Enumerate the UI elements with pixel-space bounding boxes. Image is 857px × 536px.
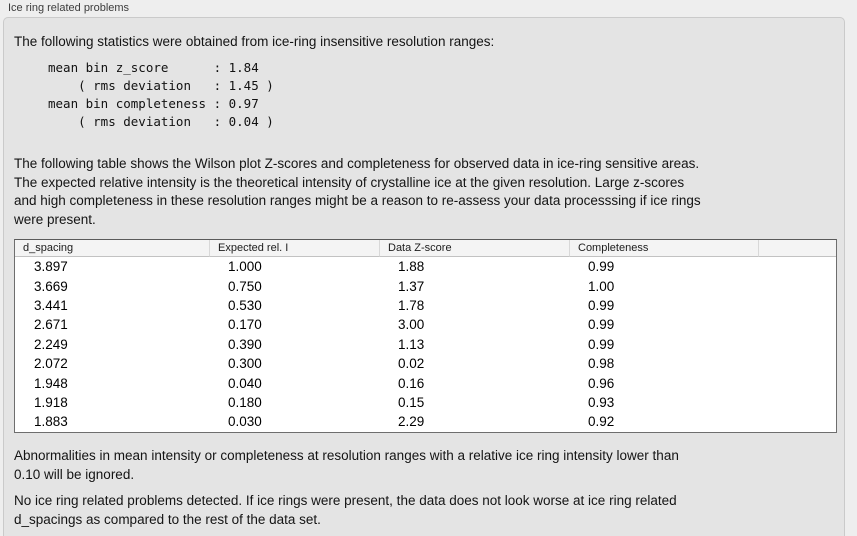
- table-cell: 0.99: [588, 317, 615, 333]
- table-cell: [758, 373, 836, 392]
- table-cell: 1.37: [398, 278, 425, 294]
- table-cell: 0.750: [228, 278, 262, 294]
- table-cell: 0.02: [398, 356, 425, 372]
- table-cell: 1.883: [34, 414, 68, 430]
- table-cell: [758, 335, 836, 354]
- table-cell: 1.00: [588, 278, 615, 294]
- table-cell: 0.99: [588, 336, 615, 352]
- table-cell: 2.249: [34, 336, 68, 352]
- table-cell: 0.390: [228, 336, 262, 352]
- table-cell: [758, 257, 836, 276]
- table-row[interactable]: 1.918 0.180 0.15 0.93: [15, 393, 836, 412]
- table-cell: 0.93: [588, 394, 615, 410]
- column-header-d-spacing[interactable]: d_spacing: [15, 240, 209, 257]
- table-cell: 2.072: [34, 356, 68, 372]
- column-header-expected-rel-i[interactable]: Expected rel. I: [209, 240, 379, 257]
- table-cell: [758, 296, 836, 315]
- table-cell: 0.180: [228, 394, 262, 410]
- table-cell: 0.040: [228, 375, 262, 391]
- table-cell: [758, 412, 836, 431]
- table-row[interactable]: 3.897 1.000 1.88 0.99: [15, 257, 836, 276]
- column-header-data-z-score[interactable]: Data Z-score: [379, 240, 569, 257]
- table-cell: 0.530: [228, 297, 262, 313]
- table-cell: 1.000: [228, 259, 262, 275]
- table-row[interactable]: 3.441 0.530 1.78 0.99: [15, 296, 836, 315]
- table-cell: [758, 276, 836, 295]
- table-cell: 1.13: [398, 336, 425, 352]
- column-header-empty: [758, 240, 836, 257]
- table-cell: 0.15: [398, 394, 425, 410]
- table-cell: 3.00: [398, 317, 425, 333]
- table-cell: 3.669: [34, 278, 68, 294]
- table-body: 3.897 1.000 1.88 0.99 3.669 0.750 1.37 1.00 3.44…: [15, 257, 836, 432]
- table-cell: 0.96: [588, 375, 615, 391]
- table-cell: 0.16: [398, 375, 425, 391]
- groupbox-label: Ice ring related problems: [8, 2, 130, 14]
- table-cell: 3.441: [34, 297, 68, 313]
- table-cell: 0.030: [228, 414, 262, 430]
- bin-statistics-block: mean bin z_score : 1.84 ( rms deviation …: [48, 60, 274, 129]
- ice-ring-table: d_spacing Expected rel. I Data Z-score C…: [14, 239, 837, 433]
- table-cell: 0.300: [228, 356, 262, 372]
- table-row[interactable]: 3.669 0.750 1.37 1.00: [15, 276, 836, 295]
- table-row[interactable]: 2.249 0.390 1.13 0.99: [15, 335, 836, 354]
- table-cell: 3.897: [34, 259, 68, 275]
- abnormalities-note-text: Abnormalities in mean intensity or compl…: [14, 448, 679, 482]
- table-cell: [758, 315, 836, 334]
- conclusion-text: No ice ring related problems detected. I…: [14, 493, 677, 527]
- table-row[interactable]: 1.883 0.030 2.29 0.92: [15, 412, 836, 431]
- column-header-completeness[interactable]: Completeness: [569, 240, 758, 257]
- table-row[interactable]: 1.948 0.040 0.16 0.96: [15, 373, 836, 392]
- table-cell: 0.170: [228, 317, 262, 333]
- table-cell: 1.78: [398, 297, 425, 313]
- ice-ring-panel: The following statistics were obtained f…: [3, 17, 845, 536]
- table-description-text: The following table shows the Wilson plo…: [14, 156, 701, 227]
- table-cell: 0.99: [588, 259, 615, 275]
- table-cell: [758, 354, 836, 373]
- table-cell: 1.918: [34, 394, 68, 410]
- table-header-row: d_spacing Expected rel. I Data Z-score C…: [15, 240, 836, 257]
- table-cell: 0.92: [588, 414, 615, 430]
- table-row[interactable]: 2.671 0.170 3.00 0.99: [15, 315, 836, 334]
- table-cell: 0.99: [588, 297, 615, 313]
- table-row[interactable]: 2.072 0.300 0.02 0.98: [15, 354, 836, 373]
- table-cell: 0.98: [588, 356, 615, 372]
- statistics-intro-text: The following statistics were obtained f…: [14, 34, 495, 49]
- ice-ring-data-table: d_spacing Expected rel. I Data Z-score C…: [14, 239, 837, 433]
- table-cell: [758, 393, 836, 412]
- table-cell: 1.88: [398, 259, 425, 275]
- table-cell: 1.948: [34, 375, 68, 391]
- table-cell: 2.671: [34, 317, 68, 333]
- table-cell: 2.29: [398, 414, 425, 430]
